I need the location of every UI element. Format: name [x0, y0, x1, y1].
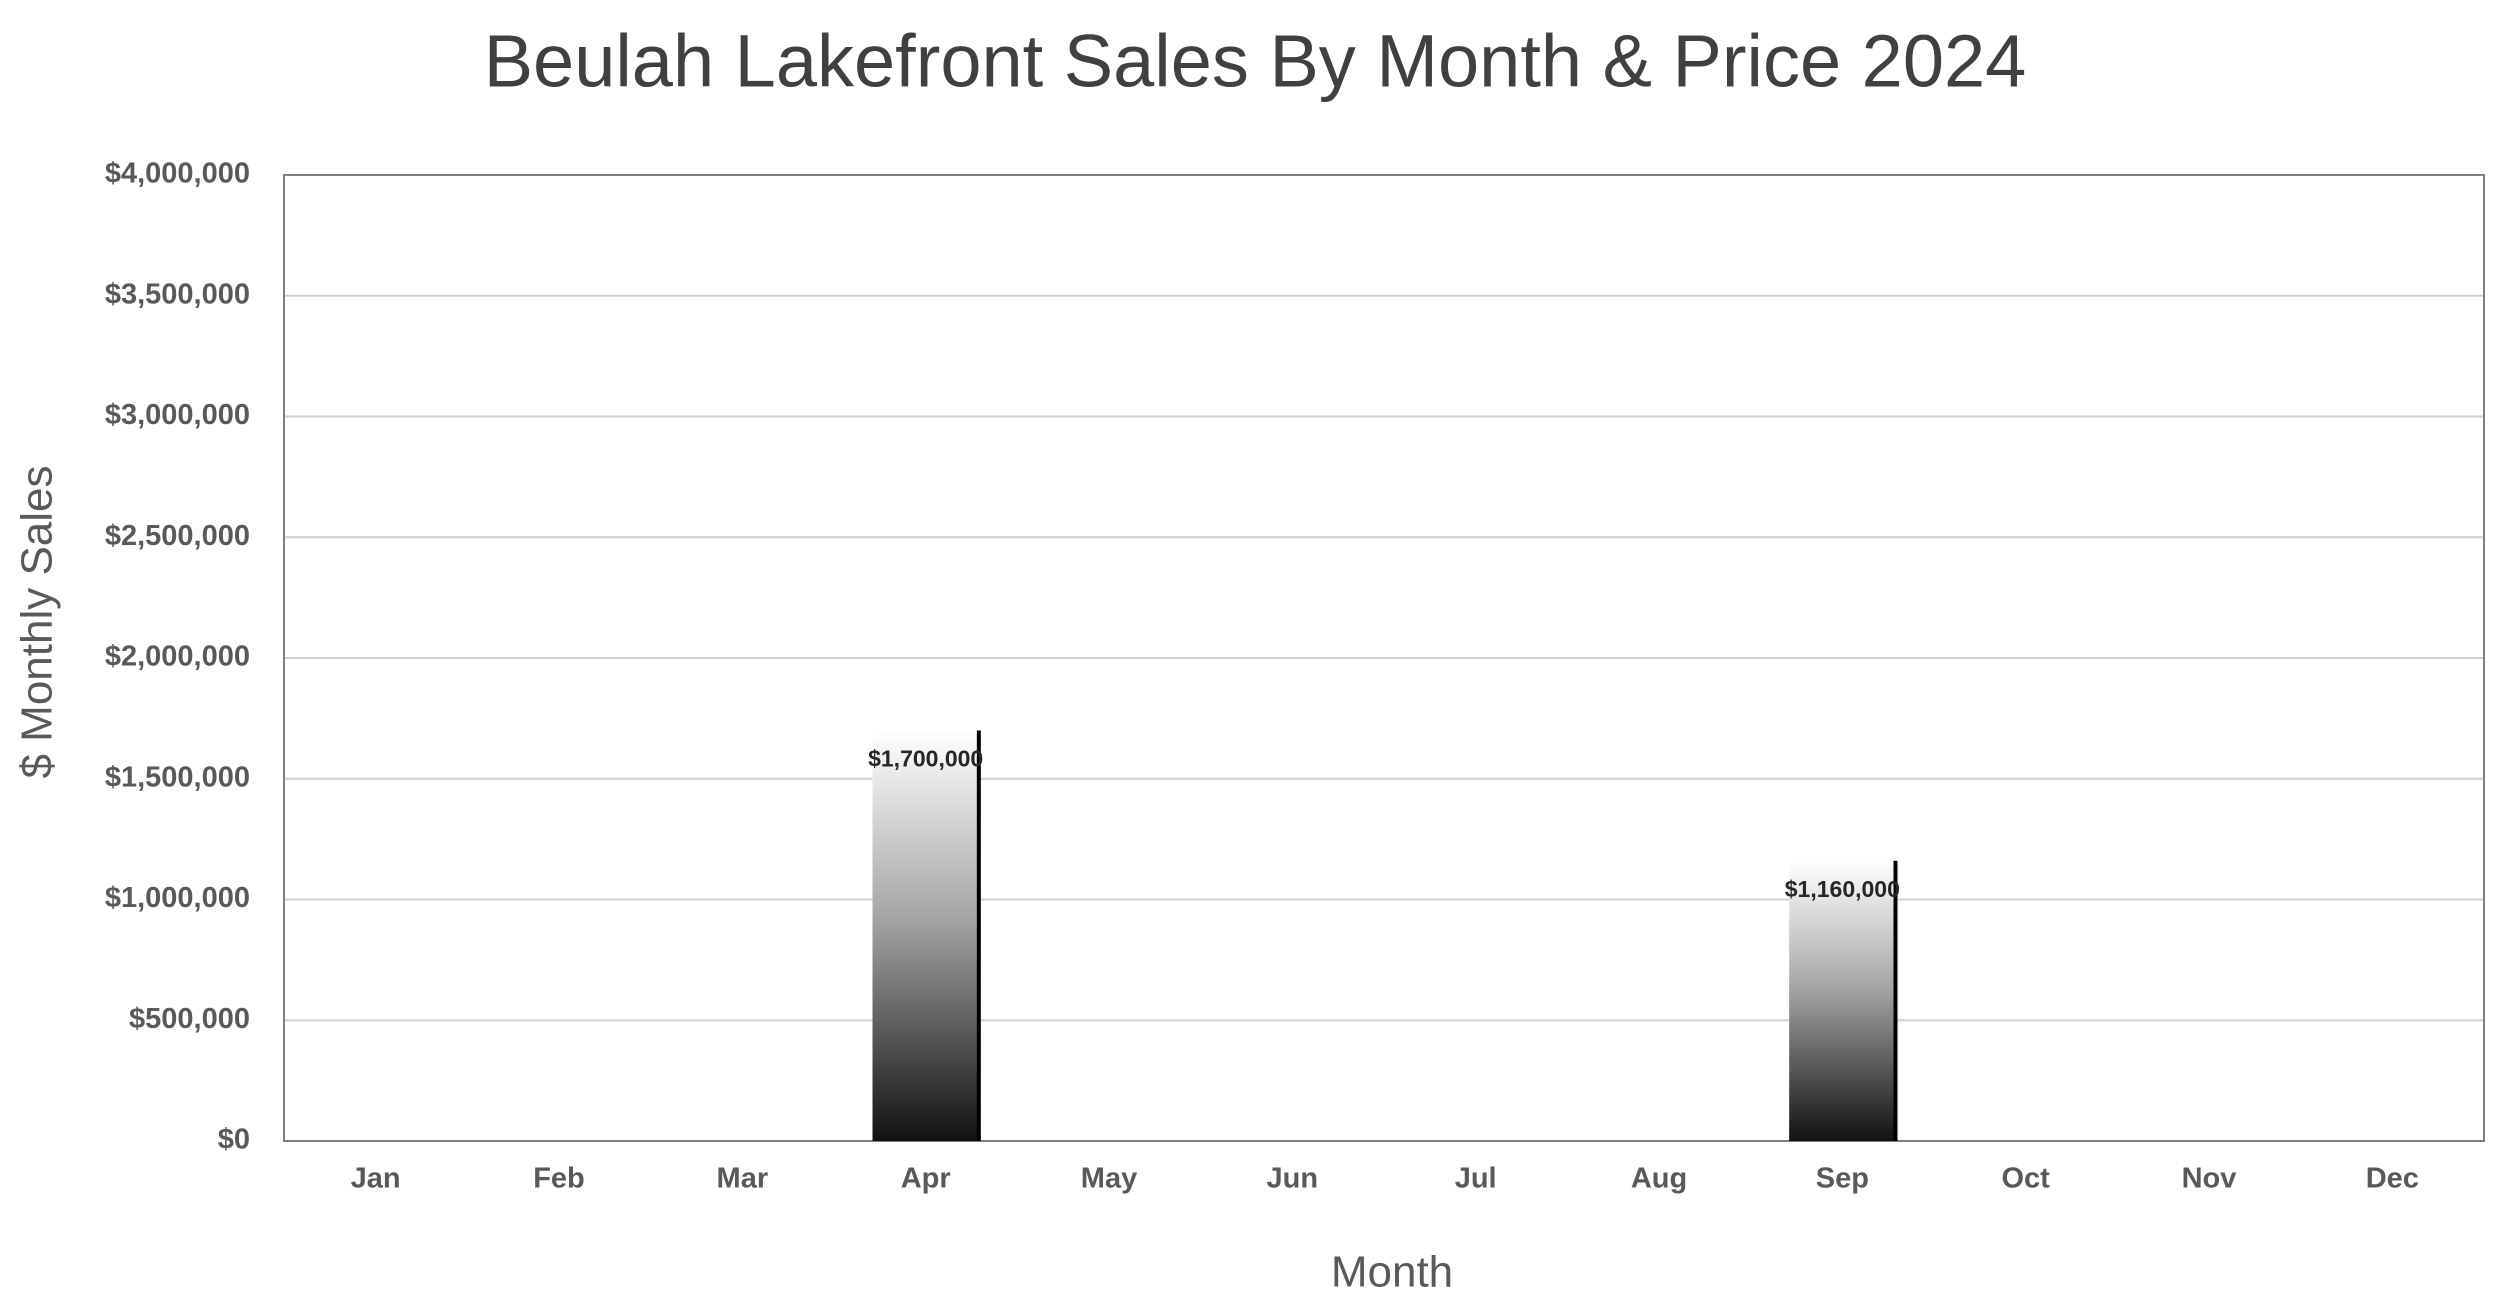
- x-tick-label: Oct: [2001, 1163, 2050, 1195]
- x-tick-label: Feb: [533, 1163, 585, 1195]
- x-tick-label: Jul: [1455, 1163, 1497, 1195]
- x-axis-title: Month: [1331, 1248, 1453, 1297]
- x-tick-label: Aug: [1631, 1163, 1687, 1195]
- x-tick-label: Nov: [2182, 1163, 2237, 1195]
- x-tick-label: Apr: [901, 1163, 951, 1195]
- x-tick-label: Dec: [2366, 1163, 2419, 1195]
- y-tick-label: $500,000: [129, 1003, 250, 1035]
- x-tick-label: Sep: [1816, 1163, 1869, 1195]
- plot-frame: [283, 174, 2485, 1142]
- bar: [1789, 860, 1896, 1141]
- data-label: $1,700,000: [868, 746, 983, 772]
- chart-title: Beulah Lakefront Sales By Month & Price …: [484, 20, 2027, 103]
- x-tick-label: Jun: [1267, 1163, 1319, 1195]
- y-tick-label: $2,000,000: [105, 641, 250, 673]
- y-axis-title: $ Monthly Sales: [13, 465, 62, 778]
- x-tick-label: Mar: [717, 1163, 769, 1195]
- data-label: $1,160,000: [1785, 876, 1900, 902]
- y-tick-label: $1,500,000: [105, 761, 250, 793]
- y-tick-label: $1,000,000: [105, 882, 250, 914]
- y-tick-label: $3,500,000: [105, 278, 250, 310]
- x-tick-label: May: [1081, 1163, 1137, 1195]
- bar: [872, 730, 979, 1141]
- y-tick-label: $3,000,000: [105, 399, 250, 431]
- x-tick-label: Jan: [351, 1163, 401, 1195]
- y-tick-label: $2,500,000: [105, 520, 250, 552]
- y-tick-label: $0: [218, 1124, 250, 1156]
- y-tick-label: $4,000,000: [105, 158, 250, 190]
